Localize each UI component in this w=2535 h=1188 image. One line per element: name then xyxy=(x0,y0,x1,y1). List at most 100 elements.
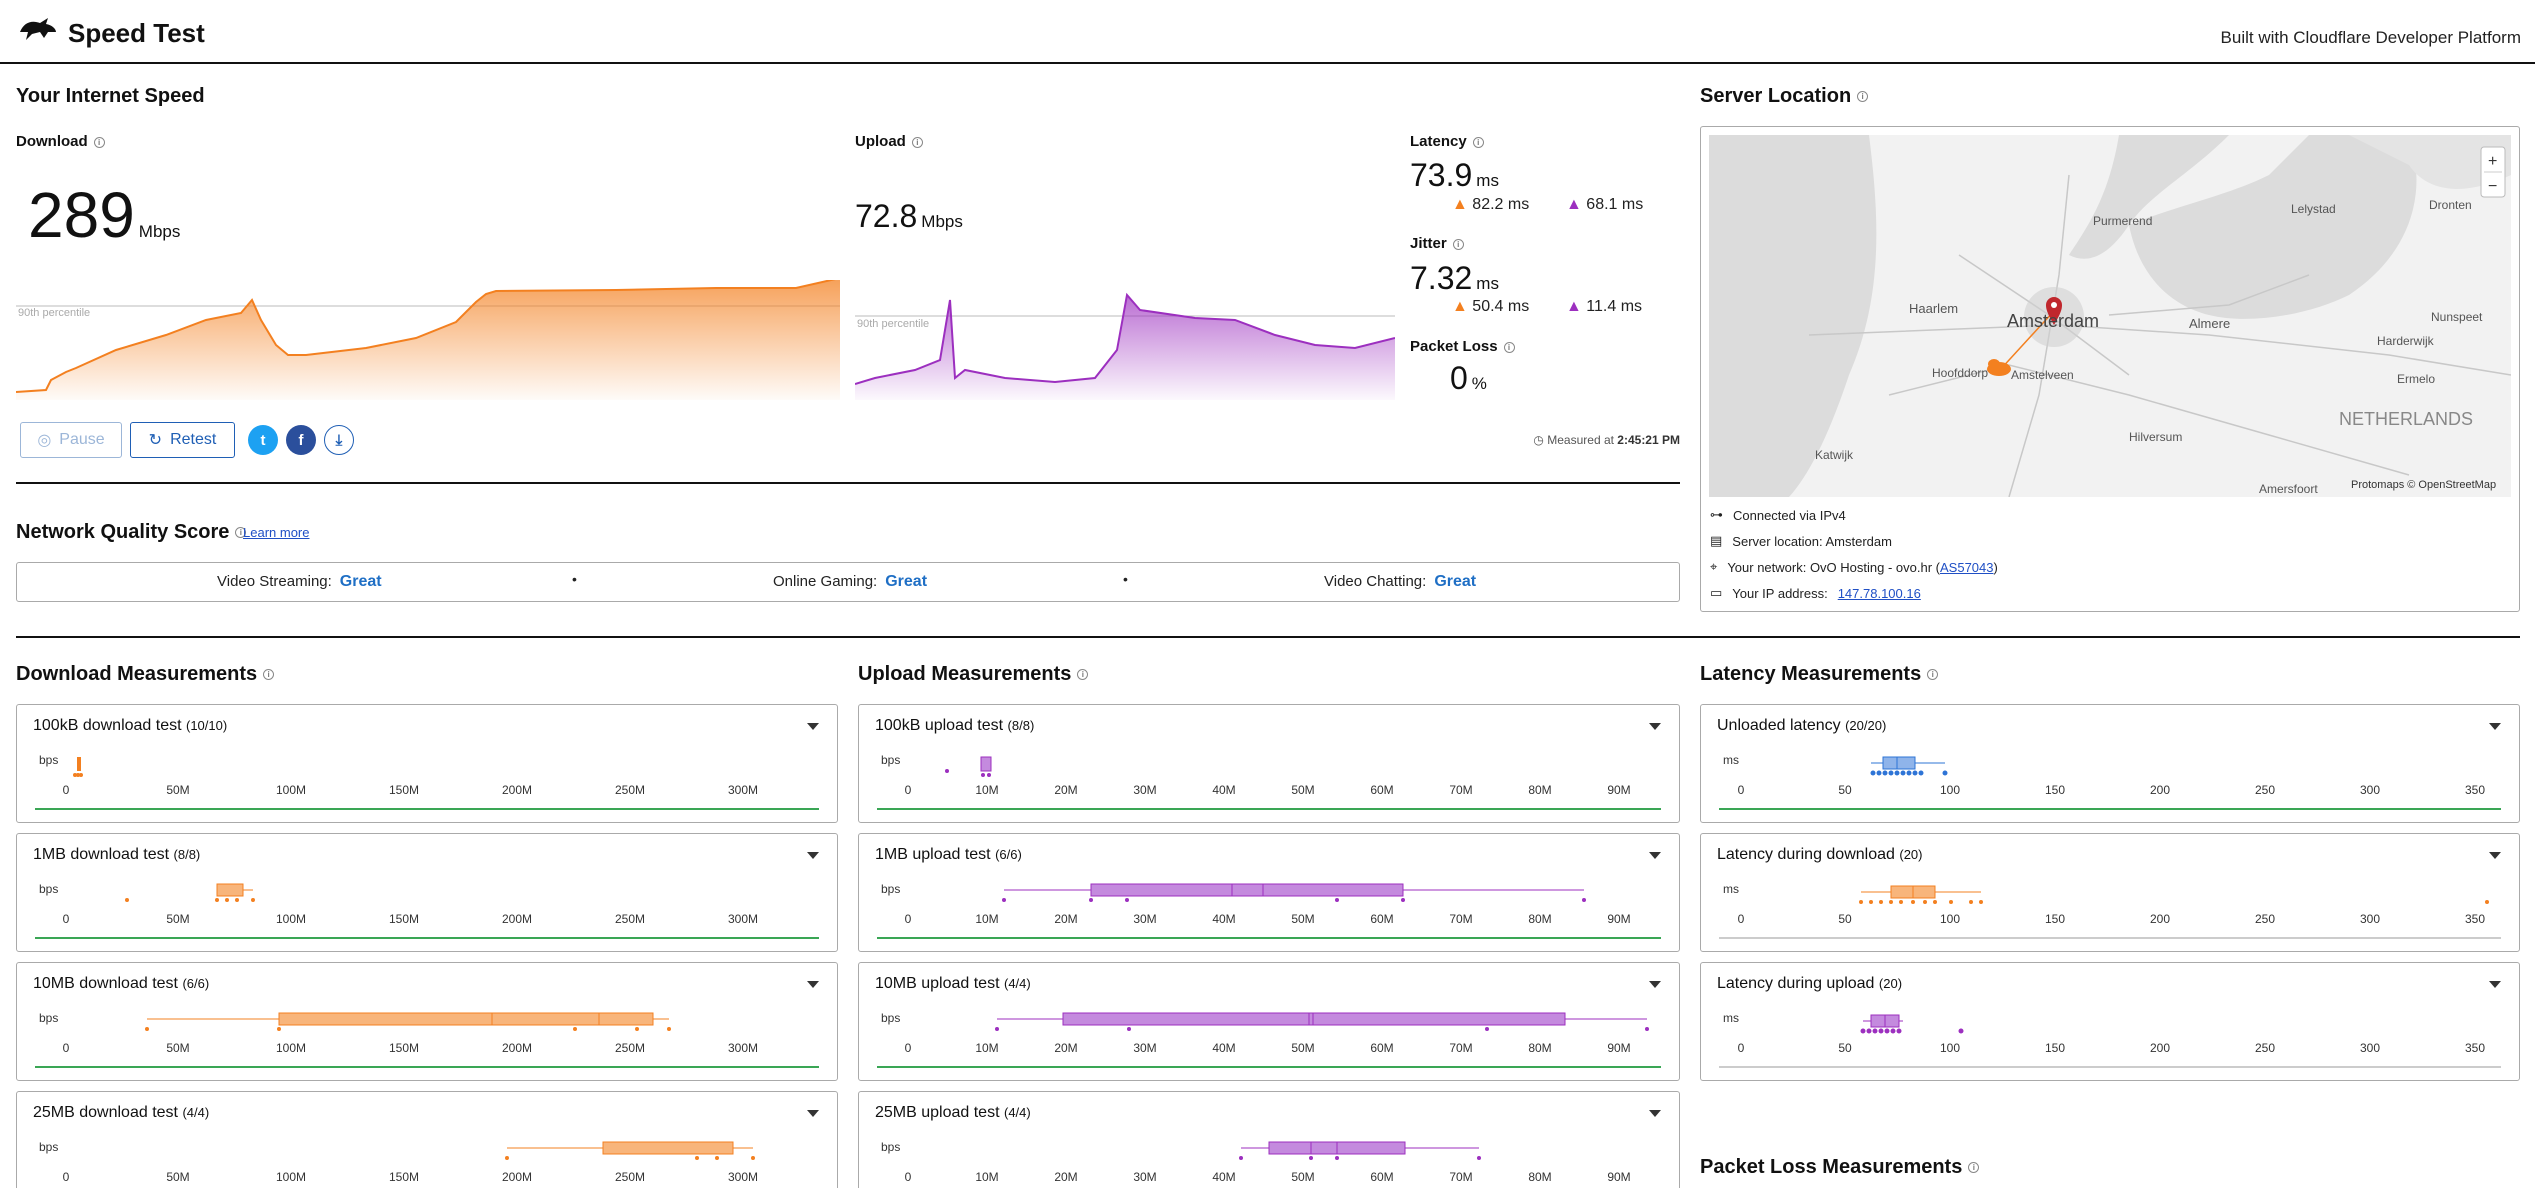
jitter-label: Jitter i xyxy=(1410,235,1464,252)
axis-unit: ms xyxy=(1723,882,1739,896)
status-line xyxy=(35,808,819,810)
axis-tick: 30M xyxy=(1133,1041,1157,1055)
info-icon[interactable]: i xyxy=(263,669,275,681)
axis-tick: 150 xyxy=(2044,1041,2066,1055)
axis-tick: 200M xyxy=(501,1170,533,1184)
facebook-share-button[interactable]: f xyxy=(286,425,316,455)
info-icon[interactable]: i xyxy=(1927,669,1939,681)
retest-button[interactable]: ↻ Retest xyxy=(130,422,235,458)
card-title: Unloaded latency (20/20) xyxy=(1717,717,1887,734)
info-icon[interactable]: i xyxy=(911,136,923,148)
axis-tick: 70M xyxy=(1449,912,1473,926)
location-pin-icon: ⌖ xyxy=(1710,559,1718,574)
server-map[interactable]: Purmerend Lelystad Dronten Haarlem Amste… xyxy=(1709,135,2511,497)
twitter-share-button[interactable]: t xyxy=(248,425,278,455)
facebook-icon: f xyxy=(298,431,304,449)
chevron-down-icon[interactable] xyxy=(1649,852,1661,859)
download-test-card[interactable]: 100kB download test (10/10) bps 0 50M 10… xyxy=(16,704,838,823)
download-test-card[interactable]: 1MB download test (8/8) bps 0 50M 100M 1… xyxy=(16,833,838,952)
chevron-down-icon[interactable] xyxy=(1649,981,1661,988)
chevron-down-icon[interactable] xyxy=(807,723,819,730)
download-person-icon: ▲ xyxy=(1452,298,1468,315)
axis-tick: 0 xyxy=(904,1041,912,1055)
download-test-card[interactable]: 10MB download test (6/6) bps 0 50M 100M … xyxy=(16,962,838,1081)
info-icon[interactable]: i xyxy=(1077,669,1089,681)
map-label: Amsterdam xyxy=(2007,311,2099,331)
zoom-out-button[interactable]: − xyxy=(2488,178,2497,195)
latency-test-card[interactable]: Latency during upload (20) ms 0 50 100 1… xyxy=(1700,962,2520,1081)
axis-tick: 20M xyxy=(1054,783,1078,797)
ip-link[interactable]: 147.78.100.16 xyxy=(1837,585,1921,601)
pause-button[interactable]: ◎ Pause xyxy=(20,422,122,458)
axis-tick: 350 xyxy=(2464,783,2486,797)
card-title: 100kB upload test (8/8) xyxy=(875,717,1035,734)
axis-tick: 50M xyxy=(1291,1041,1315,1055)
chevron-down-icon[interactable] xyxy=(807,852,819,859)
axis-tick: 20M xyxy=(1054,1041,1078,1055)
axis-tick: 350 xyxy=(2464,912,2486,926)
axis-tick: 50 xyxy=(1838,912,1852,926)
axis-tick: 30M xyxy=(1133,1170,1157,1184)
upload-test-card[interactable]: 25MB upload test (4/4) bps 0 10M 20M 30M… xyxy=(858,1091,1680,1188)
axis-tick: 150M xyxy=(388,1170,420,1184)
axis-tick: 200M xyxy=(501,912,533,926)
axis-tick: 350 xyxy=(2464,1041,2486,1055)
axis-tick: 150 xyxy=(2044,783,2066,797)
download-test-card[interactable]: 25MB download test (4/4) bps 0 50M 100M … xyxy=(16,1091,838,1188)
axis-tick: 250 xyxy=(2254,1041,2276,1055)
latency-test-card[interactable]: Unloaded latency (20/20) ms 0 50 100 150… xyxy=(1700,704,2520,823)
info-icon[interactable]: i xyxy=(1503,341,1515,353)
card-title: 1MB upload test (6/6) xyxy=(875,846,1022,863)
boxplot xyxy=(125,883,255,902)
latency-label: Latency i xyxy=(1410,133,1484,150)
map-label: Amersfoort xyxy=(2259,482,2318,496)
card-title: Latency during download (20) xyxy=(1717,846,1923,863)
info-icon[interactable]: i xyxy=(235,527,247,539)
chevron-down-icon[interactable] xyxy=(2489,723,2501,730)
axis-tick: 50 xyxy=(1838,1041,1852,1055)
axis-tick: 0 xyxy=(62,1041,70,1055)
info-icon[interactable]: i xyxy=(1452,238,1464,250)
chevron-down-icon[interactable] xyxy=(2489,981,2501,988)
latency-value: 73.9 ms xyxy=(1410,157,1499,193)
info-icon[interactable]: i xyxy=(1968,1162,1980,1174)
axis-tick: 250M xyxy=(614,783,646,797)
download-results-button[interactable]: ⤓ xyxy=(324,425,354,455)
boxplot xyxy=(505,1141,755,1160)
info-icon[interactable]: i xyxy=(1857,91,1869,103)
asn-link[interactable]: AS57043 xyxy=(1940,559,1994,575)
zoom-in-button[interactable]: + xyxy=(2488,153,2497,170)
map-label: Almere xyxy=(2189,316,2230,331)
boxplot xyxy=(1859,885,2489,904)
refresh-icon: ↻ xyxy=(148,432,163,449)
chevron-down-icon[interactable] xyxy=(807,1110,819,1117)
chevron-down-icon[interactable] xyxy=(2489,852,2501,859)
axis-tick: 250 xyxy=(2254,912,2276,926)
axis-tick: 0 xyxy=(1737,912,1745,926)
jitter-during-upload: ▲ 11.4 ms xyxy=(1566,298,1643,315)
chevron-down-icon[interactable] xyxy=(1649,1110,1661,1117)
learn-more-link[interactable]: Learn more xyxy=(243,525,310,540)
axis-tick: 200 xyxy=(2149,912,2171,926)
info-icon[interactable]: i xyxy=(1472,136,1484,148)
boxplot xyxy=(995,1012,1649,1031)
upload-test-card[interactable]: 100kB upload test (8/8) bps 0 10M 20M 30… xyxy=(858,704,1680,823)
chevron-down-icon[interactable] xyxy=(1649,723,1661,730)
axis-unit: bps xyxy=(881,1011,901,1025)
axis-tick: 10M xyxy=(975,1041,999,1055)
boxplot xyxy=(1002,883,1586,902)
boxplot xyxy=(73,757,83,777)
axis-tick: 0 xyxy=(62,912,70,926)
info-icon[interactable]: i xyxy=(93,136,105,148)
upload-test-card[interactable]: 10MB upload test (4/4) bps 0 10M 20M 30M… xyxy=(858,962,1680,1081)
axis-tick: 100 xyxy=(1939,912,1961,926)
upload-test-card[interactable]: 1MB upload test (6/6) bps 0 10M 20M 30M … xyxy=(858,833,1680,952)
axis-tick: 60M xyxy=(1370,783,1394,797)
chevron-down-icon[interactable] xyxy=(807,981,819,988)
latency-test-card[interactable]: Latency during download (20) ms 0 50 100… xyxy=(1700,833,2520,952)
card-title: 1MB download test (8/8) xyxy=(33,846,201,863)
axis-unit: bps xyxy=(39,753,59,767)
axis-tick: 80M xyxy=(1528,1041,1552,1055)
axis-tick: 100 xyxy=(1939,783,1961,797)
connection-info: ⊶ Connected via IPv4 xyxy=(1710,507,1846,523)
